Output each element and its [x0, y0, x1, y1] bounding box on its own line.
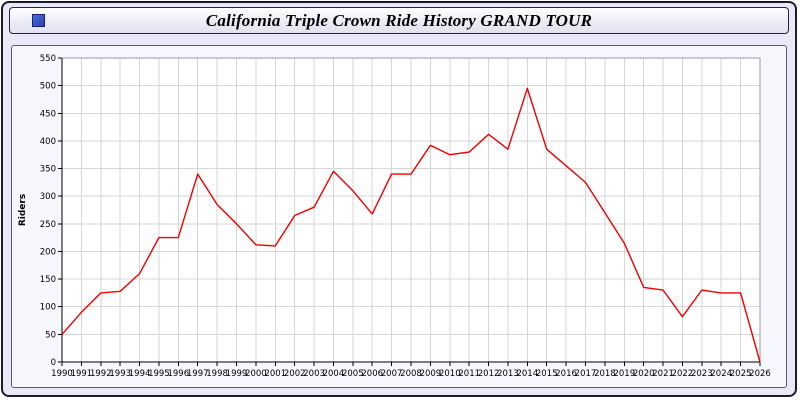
svg-text:100: 100	[40, 303, 56, 313]
svg-text:350: 350	[40, 165, 56, 175]
svg-text:1992: 1992	[90, 369, 112, 379]
svg-text:2015: 2015	[536, 369, 558, 379]
svg-text:2004: 2004	[323, 369, 345, 379]
svg-text:2008: 2008	[400, 369, 422, 379]
svg-text:150: 150	[40, 275, 56, 285]
svg-text:1994: 1994	[129, 369, 151, 379]
svg-text:2021: 2021	[652, 369, 674, 379]
svg-text:2019: 2019	[613, 369, 635, 379]
svg-text:2025: 2025	[730, 369, 752, 379]
svg-text:2005: 2005	[342, 369, 364, 379]
title-bar: California Triple Crown Ride History GRA…	[9, 7, 789, 34]
svg-text:1991: 1991	[71, 369, 93, 379]
svg-text:2011: 2011	[458, 369, 480, 379]
blue-square-app-icon	[32, 14, 45, 27]
svg-text:450: 450	[40, 109, 56, 119]
svg-text:0: 0	[51, 358, 56, 368]
svg-text:Riders: Riders	[18, 194, 28, 226]
svg-text:1996: 1996	[167, 369, 189, 379]
svg-text:1998: 1998	[206, 369, 228, 379]
svg-text:550: 550	[40, 54, 56, 64]
svg-text:2006: 2006	[361, 369, 383, 379]
svg-text:2000: 2000	[245, 369, 267, 379]
svg-text:2013: 2013	[497, 369, 519, 379]
svg-text:2007: 2007	[381, 369, 403, 379]
svg-text:50: 50	[45, 330, 56, 340]
svg-text:2022: 2022	[672, 369, 694, 379]
svg-text:500: 500	[40, 82, 56, 92]
svg-text:2003: 2003	[303, 369, 325, 379]
svg-text:1997: 1997	[187, 369, 209, 379]
svg-text:2024: 2024	[710, 369, 732, 379]
svg-text:2026: 2026	[749, 369, 771, 379]
svg-text:2023: 2023	[691, 369, 713, 379]
svg-text:2016: 2016	[555, 369, 577, 379]
svg-text:400: 400	[40, 137, 56, 147]
svg-text:1999: 1999	[226, 369, 248, 379]
svg-text:200: 200	[40, 248, 56, 258]
svg-text:300: 300	[40, 192, 56, 202]
svg-text:2018: 2018	[594, 369, 616, 379]
svg-text:2017: 2017	[575, 369, 597, 379]
svg-text:1995: 1995	[148, 369, 170, 379]
svg-text:2002: 2002	[284, 369, 306, 379]
svg-text:2010: 2010	[439, 369, 461, 379]
svg-text:2020: 2020	[633, 369, 655, 379]
svg-text:250: 250	[40, 220, 56, 230]
svg-text:2012: 2012	[478, 369, 500, 379]
page-title: California Triple Crown Ride History GRA…	[205, 10, 593, 30]
svg-text:2009: 2009	[420, 369, 442, 379]
ride-history-line-chart: 0501001502002503003504004505005501990199…	[18, 54, 771, 379]
svg-text:1990: 1990	[51, 369, 73, 379]
svg-text:1993: 1993	[109, 369, 131, 379]
svg-text:2001: 2001	[264, 369, 286, 379]
chart-panel: 0 50 100 150 200 250 300 350 400 450 500 550 1990 199…	[11, 45, 787, 388]
svg-text:2014: 2014	[516, 369, 538, 379]
